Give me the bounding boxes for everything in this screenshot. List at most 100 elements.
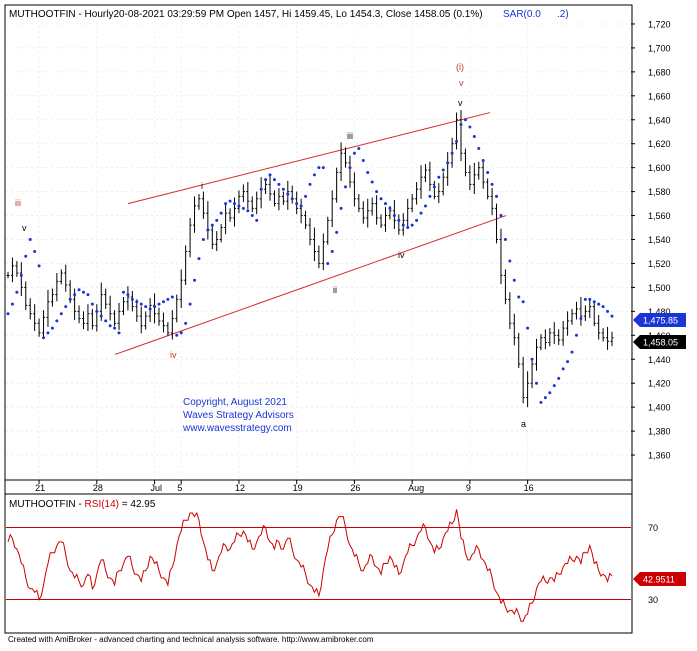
sar-dot — [201, 238, 205, 242]
sar-dot — [77, 288, 81, 292]
sar-dot — [335, 230, 339, 234]
sar-dot — [148, 307, 152, 311]
sar-dot — [352, 151, 356, 155]
sar-dot — [330, 249, 334, 253]
sar-dot — [521, 300, 525, 304]
sar-dot — [237, 204, 241, 208]
x-tick-label: 19 — [293, 483, 303, 493]
sar-dot — [468, 125, 472, 129]
rsi-levels — [6, 526, 631, 601]
sar-dot — [441, 168, 445, 172]
sar-dot — [90, 302, 94, 306]
sar-dot — [299, 204, 303, 208]
sar-dot — [286, 192, 290, 196]
sar-dot — [117, 331, 121, 335]
sar-dot — [82, 290, 85, 294]
sar-dot — [19, 273, 23, 277]
sar-dot — [384, 202, 387, 206]
sar-dot — [392, 214, 396, 218]
sar-dot — [455, 139, 459, 143]
sar-dot — [179, 331, 183, 335]
sar-dot — [579, 317, 583, 321]
sar-dot — [6, 312, 10, 316]
price-y-tick-label: 1,480 — [648, 307, 671, 317]
wave-label: a — [521, 419, 526, 429]
sar-dot — [277, 182, 281, 186]
sar-dot — [570, 350, 574, 354]
x-tick-label: 21 — [35, 483, 45, 493]
sar-dot — [59, 312, 63, 316]
sar-dot — [401, 223, 405, 227]
sar-dot — [170, 295, 174, 299]
x-tick-label: Jul — [151, 483, 163, 493]
sar-dot — [215, 218, 219, 222]
price-label-text: 1,458.05 — [643, 338, 678, 348]
sar-dot — [259, 187, 263, 191]
sar-dot — [610, 314, 614, 318]
price-gridlines — [6, 6, 631, 479]
sar-dot — [264, 178, 268, 182]
sar-dot — [95, 309, 99, 313]
sar-dot — [388, 206, 392, 210]
x-tick-label: 5 — [177, 483, 182, 493]
rsi-title-prefix: MUTHOOTFIN - — [9, 499, 85, 510]
price-y-tick-label: 1,600 — [648, 163, 671, 173]
x-tick-label: 26 — [350, 483, 360, 493]
sar-label-end: .2) — [557, 9, 569, 20]
rsi-title: MUTHOOTFIN - RSI(14) = 42.95 — [9, 499, 156, 510]
sar-dot — [233, 202, 236, 206]
price-y-tick-label: 1,400 — [648, 403, 671, 413]
sar-dot — [481, 158, 485, 162]
price-label-box — [633, 313, 686, 327]
price-label-box — [633, 335, 686, 349]
sar-dot — [499, 214, 503, 218]
sar-dot — [188, 302, 192, 306]
sar-dot — [397, 218, 401, 222]
sar-dot — [308, 182, 312, 186]
rsi-title-value: = 42.95 — [119, 499, 156, 510]
sar-dot — [99, 314, 103, 318]
sar-dot — [197, 257, 201, 261]
sar-dot — [37, 264, 41, 268]
sar-dot — [304, 194, 308, 198]
wave-label: i — [201, 181, 203, 191]
price-y-tick-label: 1,660 — [648, 91, 671, 101]
sar-dot — [512, 278, 516, 282]
sar-dot — [108, 324, 112, 328]
rsi-y-tick-label: 70 — [648, 523, 658, 533]
sar-dot — [55, 319, 59, 323]
sar-dot — [290, 197, 294, 201]
sar-dot — [517, 295, 521, 299]
sar-dot — [432, 185, 436, 189]
sar-dot — [339, 206, 343, 210]
sar-dot — [46, 331, 50, 335]
sar-dot — [410, 223, 414, 227]
channel-upper-line — [127, 112, 491, 205]
price-y-tick-label: 1,440 — [648, 355, 671, 365]
sar-dot — [459, 123, 463, 127]
sar-dot — [139, 302, 143, 306]
sar-dot — [241, 206, 245, 210]
sar-dot — [255, 218, 259, 222]
sar-dot — [543, 396, 547, 400]
x-tick-label: 16 — [524, 483, 534, 493]
price-bars — [6, 110, 614, 408]
footer-credit: Created with AmiBroker - advanced charti… — [8, 635, 374, 644]
sar-dot — [68, 297, 72, 301]
price-y-tick-label: 1,620 — [648, 139, 671, 149]
x-tick-label: Aug — [408, 483, 424, 493]
rsi-y-axis: 70 30 42.9511 — [633, 523, 686, 605]
sar-dot — [161, 300, 165, 304]
sar-dot — [561, 367, 565, 371]
sar-dot — [321, 166, 325, 170]
sar-dot — [366, 170, 370, 174]
price-y-tick-label: 1,500 — [648, 283, 671, 293]
sar-dot — [557, 376, 561, 380]
price-y-tick-label: 1,520 — [648, 259, 671, 269]
sar-dot — [597, 302, 601, 306]
wave-label: ii — [333, 285, 337, 295]
wave-label: v — [22, 223, 27, 233]
wave-label: v — [458, 98, 463, 108]
sar-dot — [228, 199, 232, 203]
